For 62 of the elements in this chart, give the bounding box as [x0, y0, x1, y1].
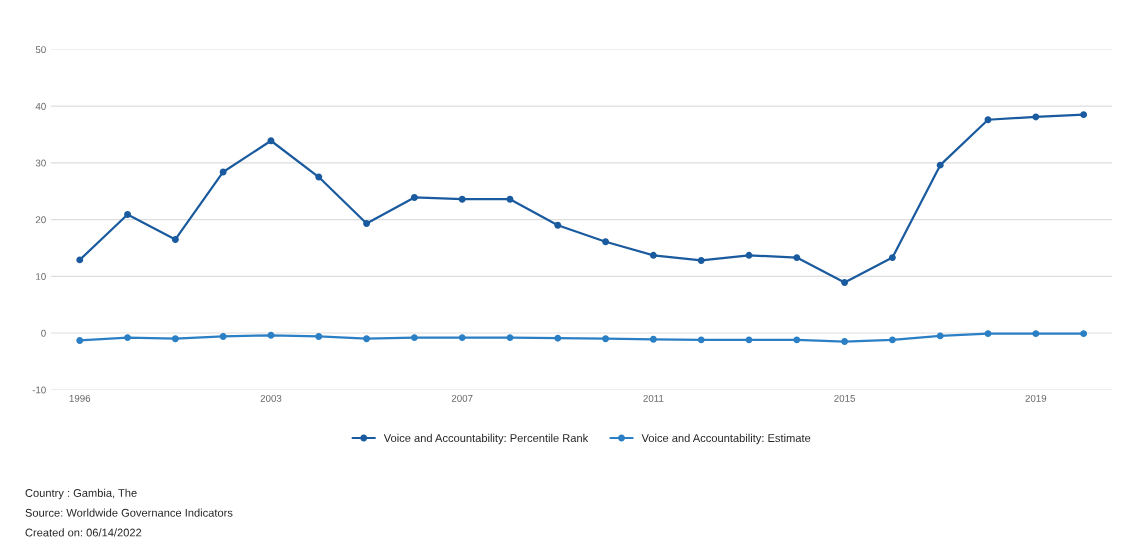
point — [76, 336, 84, 344]
point — [363, 335, 371, 343]
point — [124, 334, 132, 342]
point — [267, 331, 275, 339]
point — [410, 194, 418, 201]
y-tick-label: 20 — [35, 216, 46, 224]
point — [219, 168, 227, 176]
point — [745, 251, 753, 259]
legend-label: Voice and Accountability: Percentile Rank — [383, 433, 589, 445]
point — [649, 335, 657, 343]
point — [697, 256, 705, 264]
point — [458, 334, 466, 342]
point — [267, 137, 275, 145]
point — [602, 238, 610, 246]
point — [458, 195, 466, 203]
point — [363, 220, 371, 228]
point — [697, 336, 705, 344]
point — [649, 251, 657, 259]
point — [841, 338, 849, 346]
point — [936, 332, 944, 340]
point — [554, 334, 562, 342]
point — [506, 334, 514, 342]
point — [793, 336, 801, 344]
point — [124, 211, 132, 218]
point — [745, 336, 753, 344]
y-tick-label: -10 — [32, 386, 46, 394]
text: Created on: 06/14/2022 — [25, 528, 142, 537]
point — [410, 334, 418, 342]
point — [315, 173, 323, 181]
source-note: Source: Worldwide Governance Indicators — [25, 508, 233, 517]
y-tick-label: 30 — [35, 159, 46, 167]
point — [888, 336, 896, 344]
y-tick-label: 40 — [35, 102, 46, 110]
point — [888, 254, 896, 262]
point — [171, 235, 179, 243]
y-tick-label: 0 — [41, 329, 46, 337]
point — [506, 195, 514, 203]
point — [219, 332, 227, 340]
point — [793, 254, 801, 262]
x-tick-label: 1996 — [69, 394, 91, 402]
x-tick-label: 2011 — [643, 394, 664, 402]
y-tick-label: 50 — [35, 46, 46, 54]
point — [984, 330, 992, 338]
point — [76, 256, 84, 264]
point — [1080, 111, 1088, 119]
x-tick-label: 2003 — [260, 394, 282, 402]
legend-label: Voice and Accountability: Estimate — [641, 433, 811, 445]
point — [841, 279, 849, 287]
point — [1080, 330, 1088, 338]
point — [1032, 113, 1040, 121]
text: Country : Gambia, The — [25, 488, 137, 500]
y-tick-label: 10 — [36, 273, 46, 280]
x-tick-label: 2015 — [834, 394, 856, 402]
point — [984, 116, 992, 124]
point — [936, 161, 944, 169]
point — [171, 335, 179, 343]
point — [1032, 330, 1040, 338]
x-tick-label: 2019 — [1025, 394, 1047, 402]
x-tick-label: 2007 — [451, 394, 473, 402]
point — [554, 221, 562, 229]
point — [602, 335, 610, 343]
point — [315, 332, 323, 340]
